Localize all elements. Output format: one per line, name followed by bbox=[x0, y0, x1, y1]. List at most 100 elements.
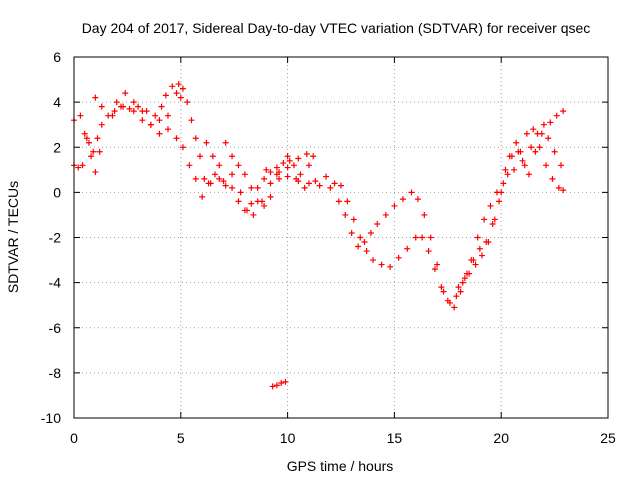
data-point bbox=[254, 198, 261, 205]
data-point bbox=[139, 108, 146, 115]
data-point bbox=[201, 175, 208, 182]
data-point bbox=[506, 153, 513, 160]
x-tick-label: 25 bbox=[600, 430, 616, 446]
data-point bbox=[523, 130, 530, 137]
data-point bbox=[273, 164, 280, 171]
data-point bbox=[244, 207, 251, 214]
data-point bbox=[96, 148, 103, 155]
data-point bbox=[261, 202, 268, 209]
data-point bbox=[216, 175, 223, 182]
data-point bbox=[305, 180, 312, 187]
data-point bbox=[269, 383, 276, 390]
data-point bbox=[241, 171, 248, 178]
data-point bbox=[438, 284, 445, 291]
data-point bbox=[338, 182, 344, 189]
data-point bbox=[387, 263, 394, 270]
y-tick-label: 2 bbox=[53, 139, 61, 155]
data-point bbox=[493, 189, 500, 196]
data-point bbox=[98, 103, 105, 110]
data-point bbox=[519, 157, 526, 164]
x-axis-label: GPS time / hours bbox=[287, 458, 394, 474]
data-point bbox=[83, 135, 90, 142]
data-point bbox=[186, 162, 193, 169]
data-point bbox=[517, 148, 524, 155]
data-point bbox=[500, 180, 507, 187]
data-point bbox=[192, 135, 199, 142]
data-point bbox=[513, 139, 520, 146]
data-point bbox=[560, 108, 567, 115]
data-point bbox=[135, 103, 142, 110]
data-point bbox=[199, 193, 206, 200]
data-point bbox=[179, 85, 186, 92]
data-point bbox=[139, 117, 146, 124]
data-point bbox=[303, 151, 310, 158]
data-point bbox=[440, 288, 447, 295]
y-tick-label: -8 bbox=[49, 365, 62, 381]
data-point bbox=[301, 184, 308, 191]
series-track-5 bbox=[269, 378, 289, 390]
data-point bbox=[90, 148, 97, 155]
data-point bbox=[502, 166, 509, 173]
data-point bbox=[295, 178, 302, 185]
data-point bbox=[414, 196, 421, 203]
data-point bbox=[408, 189, 415, 196]
data-point bbox=[327, 184, 334, 191]
data-point bbox=[555, 184, 562, 191]
data-point bbox=[521, 162, 528, 169]
data-point bbox=[453, 293, 460, 300]
data-point bbox=[461, 275, 468, 282]
data-point bbox=[280, 160, 287, 167]
data-point bbox=[538, 130, 545, 137]
data-point bbox=[284, 164, 291, 171]
data-point bbox=[276, 175, 283, 182]
data-point bbox=[156, 117, 163, 124]
x-tick-label: 15 bbox=[387, 430, 403, 446]
data-point bbox=[261, 175, 268, 182]
data-point bbox=[553, 112, 560, 119]
data-point bbox=[173, 90, 180, 97]
data-point bbox=[466, 270, 473, 277]
data-point bbox=[344, 198, 351, 205]
data-point bbox=[395, 254, 402, 261]
data-point bbox=[203, 139, 210, 146]
x-tick-label: 20 bbox=[493, 430, 509, 446]
data-point bbox=[120, 103, 127, 110]
data-point bbox=[158, 103, 165, 110]
chart-title: Day 204 of 2017, Sidereal Day-to-day VTE… bbox=[82, 20, 591, 36]
data-point bbox=[205, 180, 212, 187]
data-point bbox=[156, 130, 163, 137]
data-point bbox=[421, 211, 428, 218]
data-point bbox=[342, 211, 349, 218]
data-point bbox=[331, 180, 338, 187]
series-track-3 bbox=[263, 126, 567, 306]
data-point bbox=[88, 153, 95, 160]
data-point bbox=[481, 216, 488, 223]
data-point bbox=[323, 173, 330, 180]
data-point bbox=[152, 112, 159, 119]
data-point bbox=[169, 83, 176, 90]
data-point bbox=[560, 187, 567, 194]
grid-layer bbox=[74, 57, 608, 418]
data-point bbox=[237, 189, 244, 196]
data-point bbox=[370, 257, 377, 264]
data-point bbox=[184, 99, 191, 106]
data-point bbox=[434, 261, 441, 268]
data-point bbox=[363, 248, 370, 255]
y-tick-label: -2 bbox=[49, 230, 62, 246]
data-point bbox=[431, 266, 438, 273]
y-tick-label: -10 bbox=[41, 410, 61, 426]
data-point bbox=[222, 182, 229, 189]
data-point bbox=[267, 169, 274, 176]
data-point bbox=[295, 155, 302, 162]
data-point bbox=[284, 173, 291, 180]
data-point bbox=[551, 148, 558, 155]
data-point bbox=[335, 198, 342, 205]
data-point bbox=[109, 112, 116, 119]
data-point bbox=[229, 153, 236, 160]
data-point bbox=[540, 121, 547, 128]
data-point bbox=[197, 153, 204, 160]
data-point bbox=[455, 284, 462, 291]
data-point bbox=[297, 171, 304, 178]
